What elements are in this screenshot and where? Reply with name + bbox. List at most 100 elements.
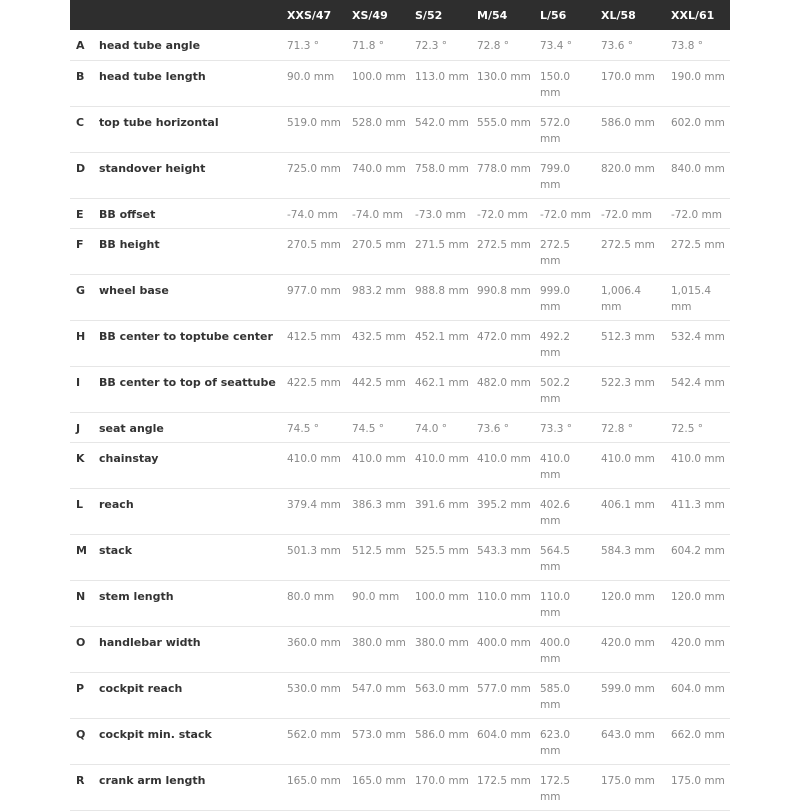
value-cell: 402.6 mm bbox=[536, 488, 597, 535]
value-cell: 604.0 mm bbox=[667, 672, 730, 719]
table-row: E BB offset -74.0 mm -74.0 mm -73.0 mm -72.0 … bbox=[70, 198, 730, 229]
value-cell: 406.1 mm bbox=[597, 488, 667, 535]
value-cell: 120.0 mm bbox=[597, 580, 667, 627]
value-cell: 272.5 mm bbox=[536, 228, 597, 275]
column-header: XL/58 bbox=[597, 0, 667, 30]
value-cell: 110.0 mm bbox=[536, 580, 597, 627]
value-cell: 547.0 mm bbox=[348, 672, 411, 719]
value-cell: 380.0 mm bbox=[411, 626, 473, 673]
value-cell: 820.0 mm bbox=[597, 152, 667, 199]
value-cell: -72.0 mm bbox=[597, 198, 667, 229]
value-cell: 662.0 mm bbox=[667, 718, 730, 765]
value-cell: 643.0 mm bbox=[597, 718, 667, 765]
value-cell: 988.8 mm bbox=[411, 274, 473, 321]
value-cell: 472.0 mm bbox=[473, 320, 536, 367]
header-row: XXS/47 XS/49 S/52 M/54 L/56 XL/58 XXL/61 bbox=[70, 0, 730, 30]
value-cell: 585.0 mm bbox=[536, 672, 597, 719]
value-cell: 420.0 mm bbox=[597, 626, 667, 673]
row-label: seat angle bbox=[95, 412, 283, 443]
value-cell: 492.2 mm bbox=[536, 320, 597, 367]
value-cell: 73.4 ° bbox=[536, 30, 597, 61]
value-cell: 391.6 mm bbox=[411, 488, 473, 535]
value-cell: 543.3 mm bbox=[473, 534, 536, 581]
row-letter: D bbox=[70, 152, 95, 199]
row-label: BB height bbox=[95, 228, 283, 275]
value-cell: 73.3 ° bbox=[536, 412, 597, 443]
row-label: cockpit min. stack bbox=[95, 718, 283, 765]
value-cell: 272.5 mm bbox=[667, 228, 730, 275]
row-label: handlebar width bbox=[95, 626, 283, 673]
column-header: M/54 bbox=[473, 0, 536, 30]
row-label: cockpit reach bbox=[95, 672, 283, 719]
row-label: stem length bbox=[95, 580, 283, 627]
row-label: top tube horizontal bbox=[95, 106, 283, 153]
row-label: BB center to top of seattube bbox=[95, 366, 283, 413]
column-header: XXS/47 bbox=[283, 0, 348, 30]
value-cell: 555.0 mm bbox=[473, 106, 536, 153]
row-label: head tube length bbox=[95, 60, 283, 107]
value-cell: -72.0 mm bbox=[536, 198, 597, 229]
value-cell: 1,015.4 mm bbox=[667, 274, 730, 321]
value-cell: 190.0 mm bbox=[667, 60, 730, 107]
value-cell: 175.0 mm bbox=[597, 764, 667, 811]
value-cell: 72.5 ° bbox=[667, 412, 730, 443]
value-cell: 110.0 mm bbox=[473, 580, 536, 627]
value-cell: 562.0 mm bbox=[283, 718, 348, 765]
row-letter: J bbox=[70, 412, 95, 443]
row-letter: B bbox=[70, 60, 95, 107]
value-cell: 482.0 mm bbox=[473, 366, 536, 413]
value-cell: 72.3 ° bbox=[411, 30, 473, 61]
row-label: standover height bbox=[95, 152, 283, 199]
value-cell: 778.0 mm bbox=[473, 152, 536, 199]
row-letter: M bbox=[70, 534, 95, 581]
row-label: chainstay bbox=[95, 442, 283, 489]
value-cell: -73.0 mm bbox=[411, 198, 473, 229]
value-cell: -74.0 mm bbox=[348, 198, 411, 229]
value-cell: 120.0 mm bbox=[667, 580, 730, 627]
value-cell: 90.0 mm bbox=[348, 580, 411, 627]
value-cell: 175.0 mm bbox=[667, 764, 730, 811]
value-cell: 380.0 mm bbox=[348, 626, 411, 673]
row-label: BB center to toptube center bbox=[95, 320, 283, 367]
value-cell: 74.5 ° bbox=[348, 412, 411, 443]
value-cell: 72.8 ° bbox=[473, 30, 536, 61]
value-cell: 519.0 mm bbox=[283, 106, 348, 153]
header-cell bbox=[70, 0, 95, 30]
value-cell: 113.0 mm bbox=[411, 60, 473, 107]
value-cell: 528.0 mm bbox=[348, 106, 411, 153]
value-cell: 73.6 ° bbox=[473, 412, 536, 443]
value-cell: 599.0 mm bbox=[597, 672, 667, 719]
value-cell: 442.5 mm bbox=[348, 366, 411, 413]
value-cell: 410.0 mm bbox=[536, 442, 597, 489]
row-letter: I bbox=[70, 366, 95, 413]
value-cell: 170.0 mm bbox=[411, 764, 473, 811]
column-header: XS/49 bbox=[348, 0, 411, 30]
row-letter: E bbox=[70, 198, 95, 229]
value-cell: 623.0 mm bbox=[536, 718, 597, 765]
row-label: head tube angle bbox=[95, 30, 283, 61]
value-cell: 150.0 mm bbox=[536, 60, 597, 107]
value-cell: -74.0 mm bbox=[283, 198, 348, 229]
row-letter: R bbox=[70, 764, 95, 811]
value-cell: 80.0 mm bbox=[283, 580, 348, 627]
value-cell: 100.0 mm bbox=[411, 580, 473, 627]
row-letter: C bbox=[70, 106, 95, 153]
value-cell: 130.0 mm bbox=[473, 60, 536, 107]
value-cell: 90.0 mm bbox=[283, 60, 348, 107]
value-cell: 71.3 ° bbox=[283, 30, 348, 61]
value-cell: 165.0 mm bbox=[283, 764, 348, 811]
value-cell: 584.3 mm bbox=[597, 534, 667, 581]
value-cell: 100.0 mm bbox=[348, 60, 411, 107]
value-cell: 74.0 ° bbox=[411, 412, 473, 443]
value-cell: 170.0 mm bbox=[597, 60, 667, 107]
value-cell: 563.0 mm bbox=[411, 672, 473, 719]
row-label: wheel base bbox=[95, 274, 283, 321]
value-cell: 522.3 mm bbox=[597, 366, 667, 413]
